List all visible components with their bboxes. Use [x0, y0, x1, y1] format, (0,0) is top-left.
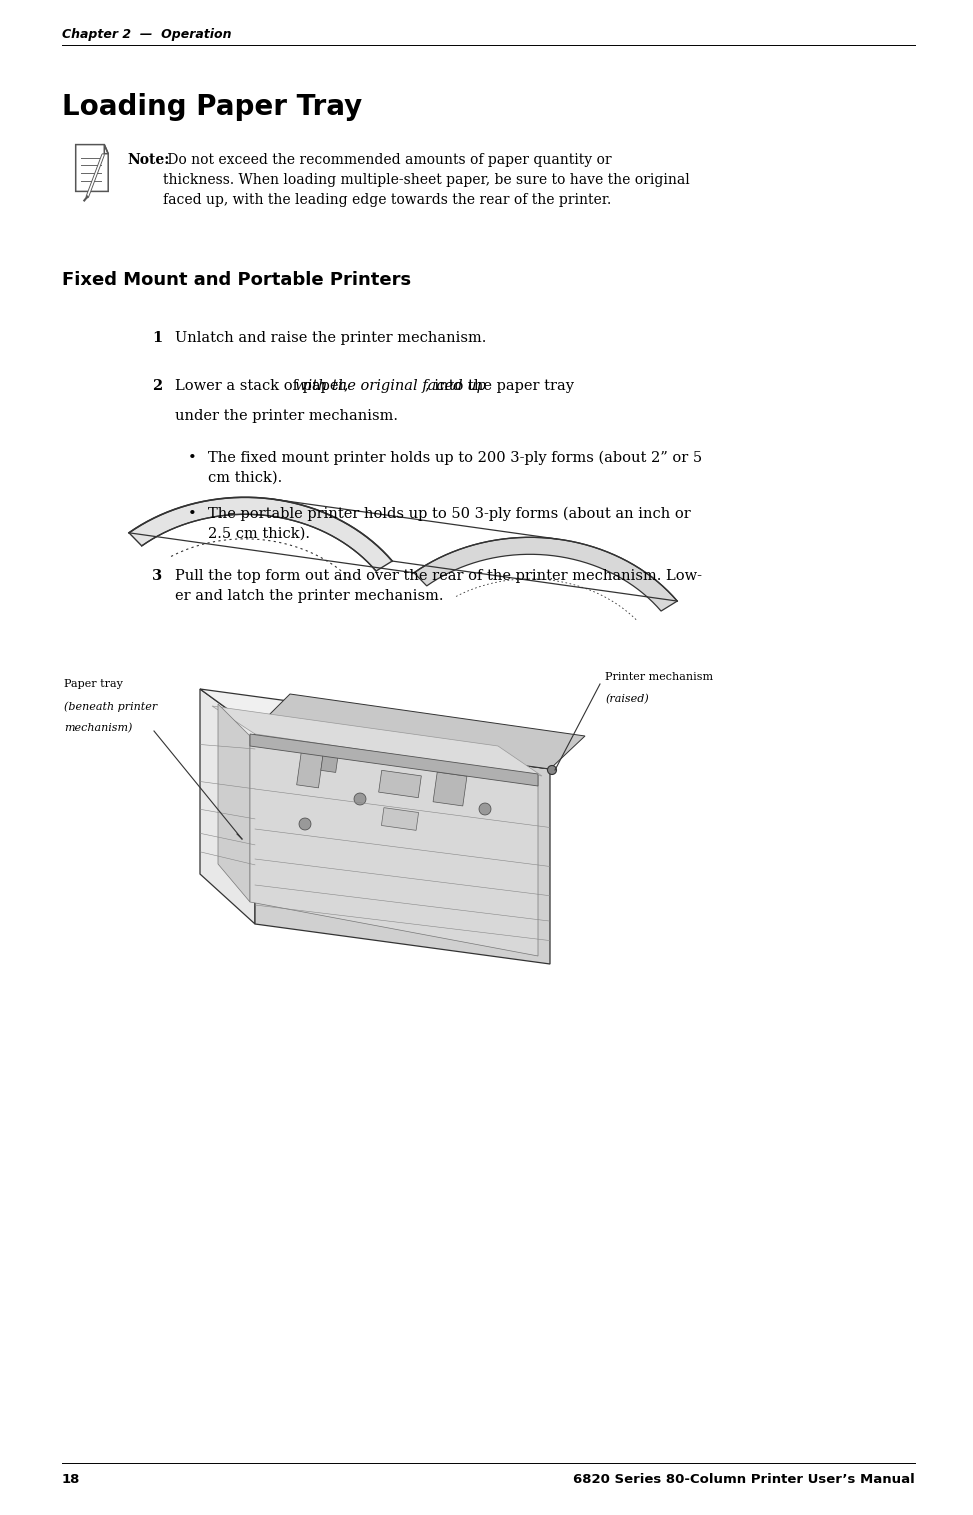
- Polygon shape: [200, 689, 550, 770]
- Text: •: •: [188, 508, 197, 521]
- Polygon shape: [433, 773, 467, 806]
- Text: Unlatch and raise the printer mechanism.: Unlatch and raise the printer mechanism.: [175, 330, 486, 345]
- Text: Note:: Note:: [127, 153, 169, 167]
- Text: (raised): (raised): [605, 694, 649, 704]
- Text: with the original faced up: with the original faced up: [295, 379, 486, 392]
- Text: mechanism): mechanism): [64, 723, 132, 733]
- Text: under the printer mechanism.: under the printer mechanism.: [175, 409, 398, 423]
- Text: Printer mechanism: Printer mechanism: [605, 673, 713, 682]
- Text: The portable printer holds up to 50 3-ply forms (about an inch or
2.5 cm thick).: The portable printer holds up to 50 3-pl…: [208, 508, 691, 541]
- Polygon shape: [297, 750, 323, 788]
- Text: Lower a stack of paper,: Lower a stack of paper,: [175, 379, 353, 392]
- Polygon shape: [218, 704, 250, 901]
- Text: Do not exceed the recommended amounts of paper quantity or
thickness. When loadi: Do not exceed the recommended amounts of…: [163, 153, 690, 208]
- Polygon shape: [200, 689, 255, 924]
- Text: The fixed mount printer holds up to 200 3-ply forms (about 2” or 5
cm thick).: The fixed mount printer holds up to 200 …: [208, 451, 703, 485]
- Circle shape: [354, 792, 366, 804]
- Polygon shape: [212, 706, 542, 776]
- Polygon shape: [414, 538, 677, 611]
- Text: (beneath printer: (beneath printer: [64, 701, 158, 712]
- Circle shape: [479, 803, 491, 815]
- Text: Chapter 2  —  Operation: Chapter 2 — Operation: [62, 27, 232, 41]
- Text: 1: 1: [152, 330, 162, 345]
- Polygon shape: [250, 733, 538, 786]
- Polygon shape: [255, 694, 585, 770]
- Text: Pull the top form out and over the rear of the printer mechanism. Low-
er and la: Pull the top form out and over the rear …: [175, 570, 702, 603]
- Polygon shape: [255, 729, 550, 964]
- Circle shape: [299, 818, 311, 830]
- Text: 2: 2: [152, 379, 162, 392]
- Text: Fixed Mount and Portable Printers: Fixed Mount and Portable Printers: [62, 271, 412, 289]
- Text: 3: 3: [152, 570, 162, 583]
- Polygon shape: [321, 745, 340, 773]
- Text: Loading Paper Tray: Loading Paper Tray: [62, 92, 362, 121]
- Polygon shape: [250, 736, 538, 956]
- Text: Paper tray: Paper tray: [64, 679, 123, 689]
- Polygon shape: [129, 497, 392, 571]
- Circle shape: [548, 765, 557, 774]
- Text: , into the paper tray: , into the paper tray: [425, 379, 574, 392]
- Text: •: •: [188, 451, 197, 465]
- Text: 18: 18: [62, 1473, 81, 1486]
- Polygon shape: [381, 807, 418, 830]
- Polygon shape: [378, 770, 421, 798]
- Text: 6820 Series 80-Column Printer User’s Manual: 6820 Series 80-Column Printer User’s Man…: [573, 1473, 915, 1486]
